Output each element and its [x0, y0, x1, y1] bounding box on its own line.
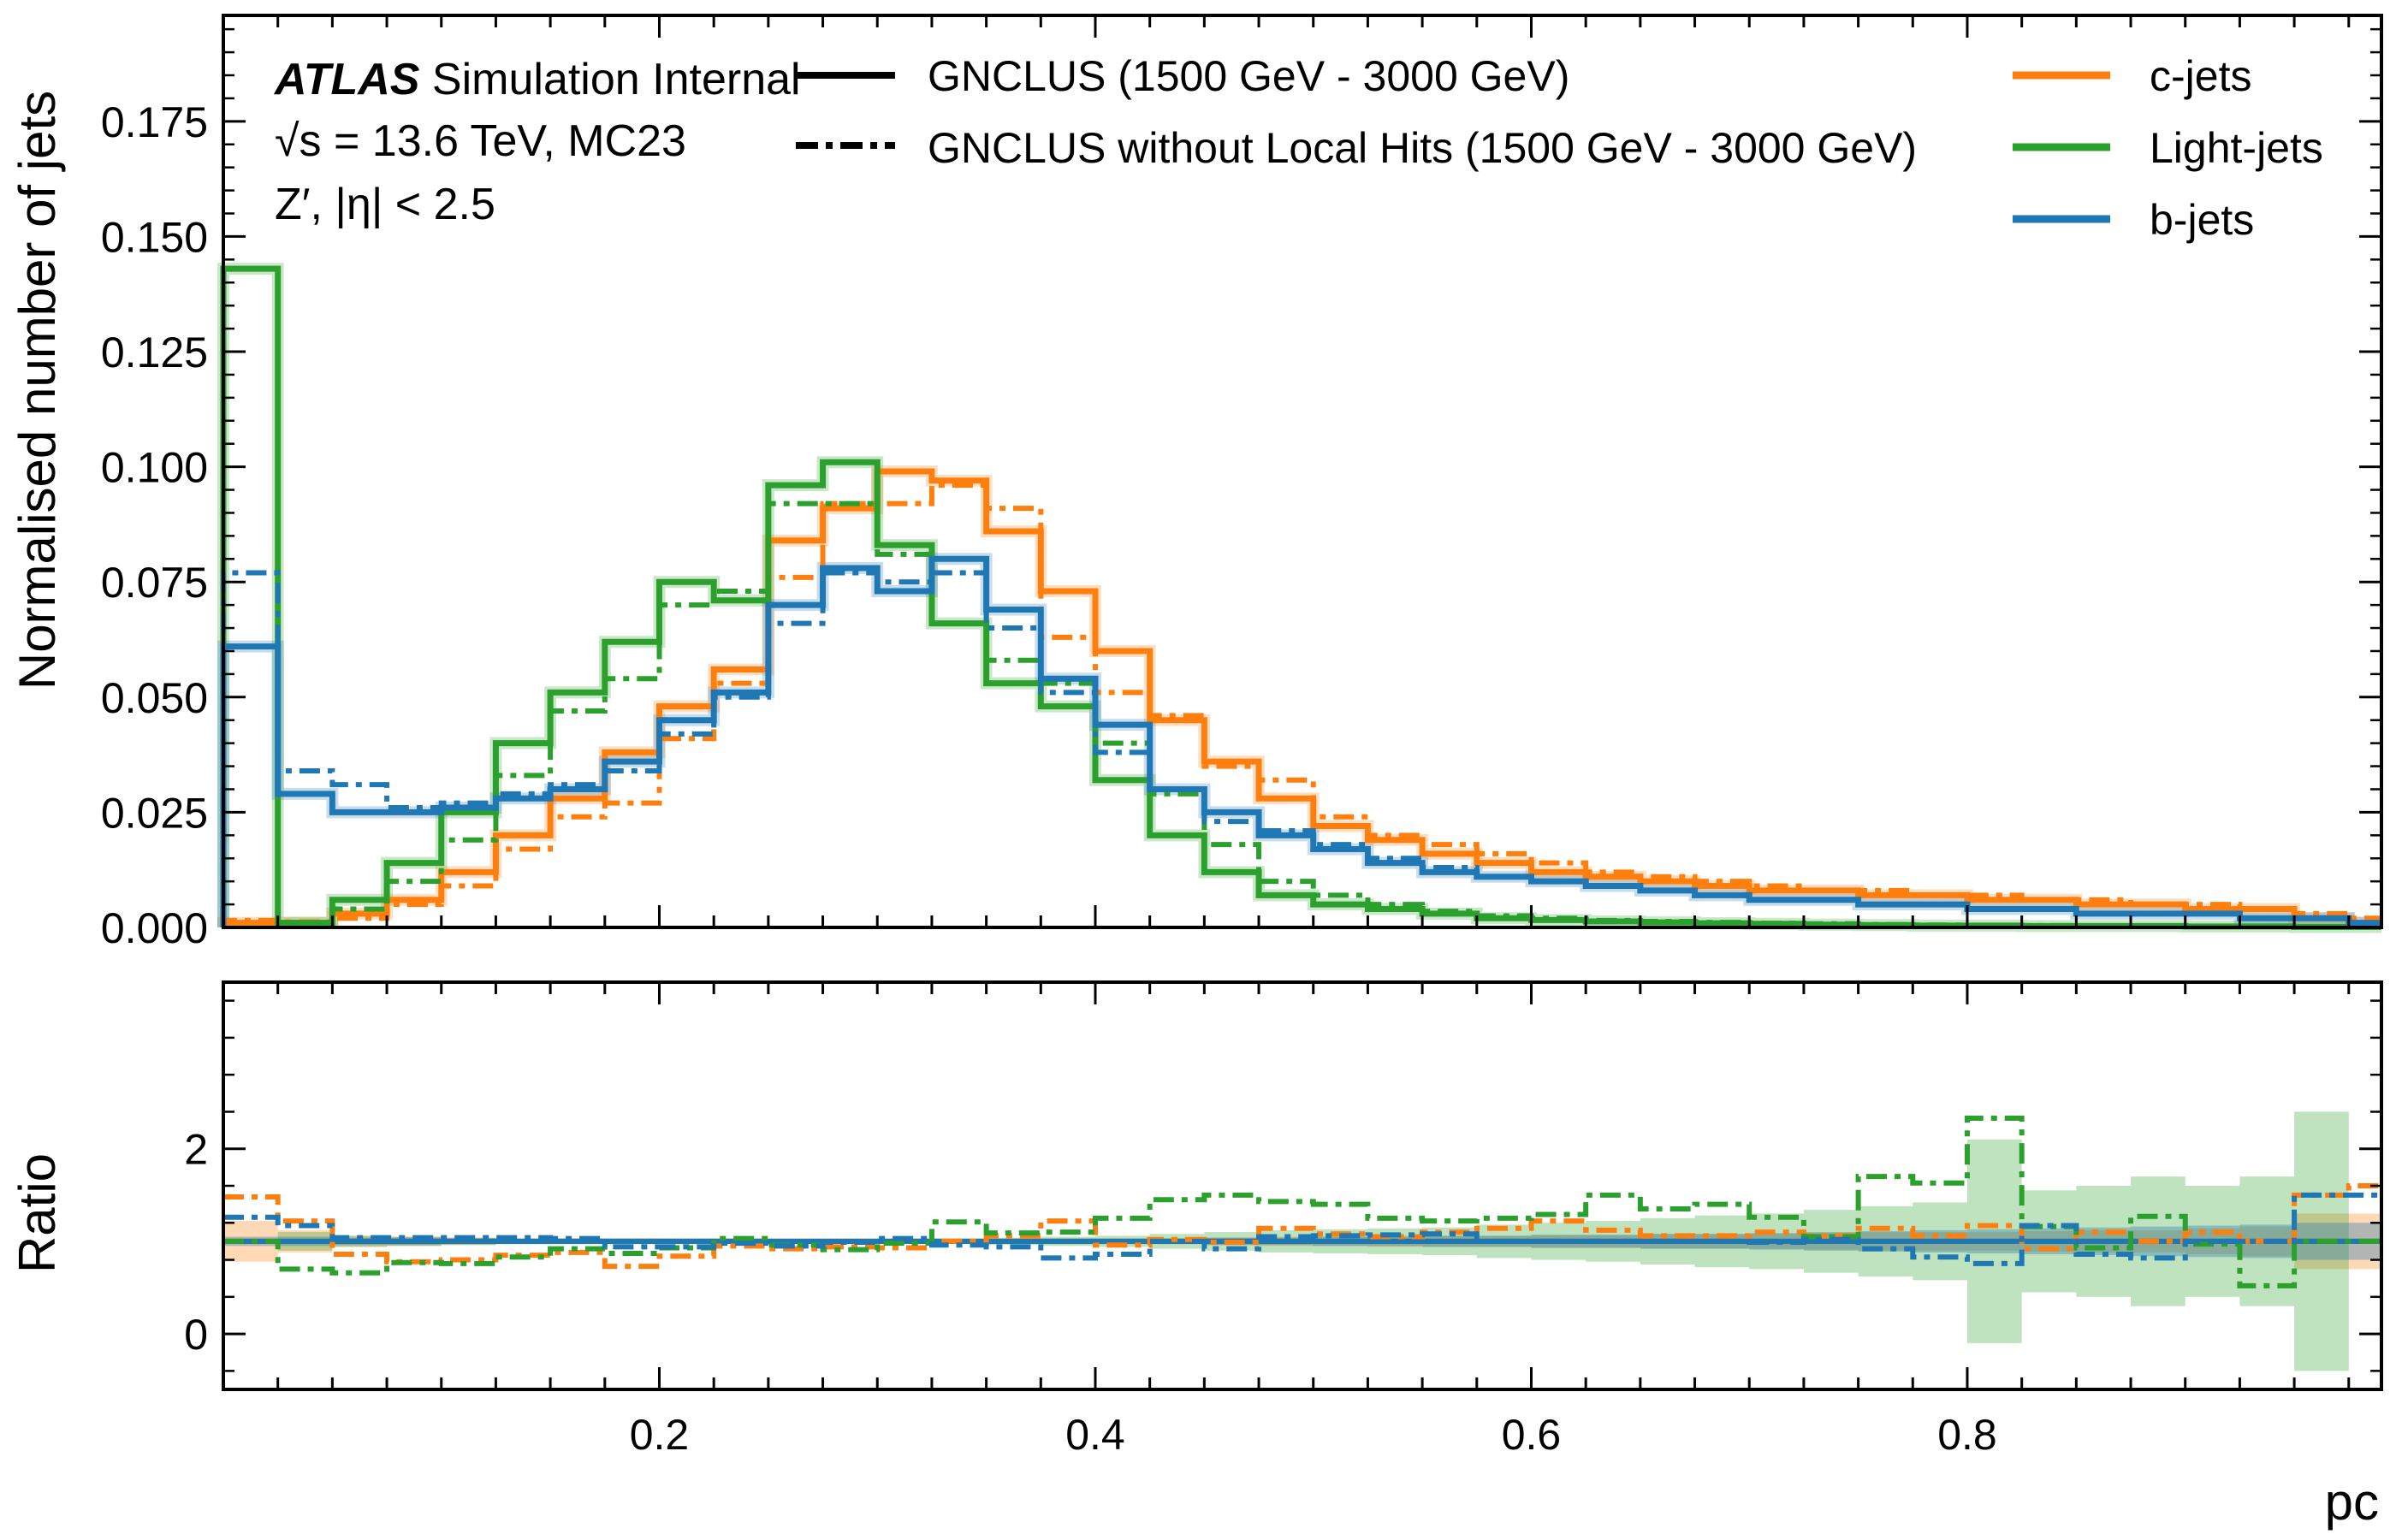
ratio-curves-and-bands — [223, 1111, 2381, 1371]
ratio-y-axis-label: Ratio — [9, 1153, 66, 1273]
x-axis-label: pc — [2325, 1473, 2379, 1531]
top-histogram-curves — [217, 263, 2381, 933]
top-y-tick-label: 0.125 — [101, 329, 208, 376]
top-y-tick-label: 0.000 — [101, 904, 208, 952]
style-legend: GNCLUS (1500 GeV - 3000 GeV) GNCLUS with… — [796, 52, 1917, 172]
x-tick-label: 0.8 — [1937, 1411, 1997, 1459]
hist-c-jets-gnclus — [220, 468, 2381, 927]
top-axes-frame — [222, 14, 2383, 929]
flavour-legend: c-jets Light-jets b-jets — [2013, 52, 2323, 244]
ratio-axis-ticks: 0.2 0.4 0.6 0.8 0 2 — [184, 982, 2381, 1459]
top-y-axis-label: Normalised number of jets — [9, 91, 66, 690]
x-tick-label: 0.4 — [1065, 1411, 1125, 1459]
atlas-label-line2: √s = 13.6 TeV, MC23 — [275, 116, 686, 166]
atlas-label: ATLAS Simulation Internal √s = 13.6 TeV,… — [273, 55, 801, 229]
top-y-tick-label: 0.025 — [101, 789, 208, 837]
hist-light-jets-no-local-hits — [221, 266, 2381, 930]
atlas-label-line3: Z′, |η| < 2.5 — [275, 180, 495, 229]
style-legend-solid-label: GNCLUS (1500 GeV - 3000 GeV) — [928, 52, 1569, 100]
ratio-line-c-jets — [223, 1183, 2381, 1270]
hist-b-jets-no-local-hits — [221, 570, 2381, 927]
ratio-y-tick-label: 2 — [184, 1126, 208, 1174]
legend-c-jets-label: c-jets — [2150, 52, 2251, 100]
hist-c-jets-no-local-hits — [221, 483, 2381, 927]
x-tick-label: 0.2 — [630, 1411, 690, 1459]
x-tick-label: 0.6 — [1502, 1411, 1562, 1459]
top-axis-ticks: 0.000 0.025 0.050 0.075 0.100 0.125 0.150 0.175 — [101, 15, 2381, 952]
top-histogram-panel: 0.000 0.025 0.050 0.075 0.100 0.125 0.150 0.175… — [9, 14, 2383, 952]
legend-b-jets-label: b-jets — [2150, 196, 2254, 244]
top-y-tick-label: 0.150 — [101, 213, 208, 261]
top-y-tick-label: 0.050 — [101, 674, 208, 722]
ratio-axes-frame — [222, 980, 2383, 1391]
style-legend-dashdot-label: GNCLUS without Local Hits (1500 GeV - 30… — [928, 124, 1917, 172]
top-y-tick-label: 0.175 — [101, 98, 208, 146]
ratio-line-b-jets — [223, 1192, 2381, 1266]
ratio-y-tick-label: 0 — [184, 1311, 208, 1359]
atlas-label-bold: ATLAS — [273, 55, 420, 104]
ratio-panel: 0.2 0.4 0.6 0.8 0 2 Ratio — [9, 980, 2383, 1459]
atlas-label-line1: ATLAS Simulation Internal — [273, 55, 801, 104]
top-y-tick-label: 0.075 — [101, 559, 208, 607]
atlas-label-rest: Simulation Internal — [419, 55, 800, 104]
legend-light-jets-label: Light-jets — [2150, 124, 2323, 172]
top-y-tick-label: 0.100 — [101, 444, 208, 492]
